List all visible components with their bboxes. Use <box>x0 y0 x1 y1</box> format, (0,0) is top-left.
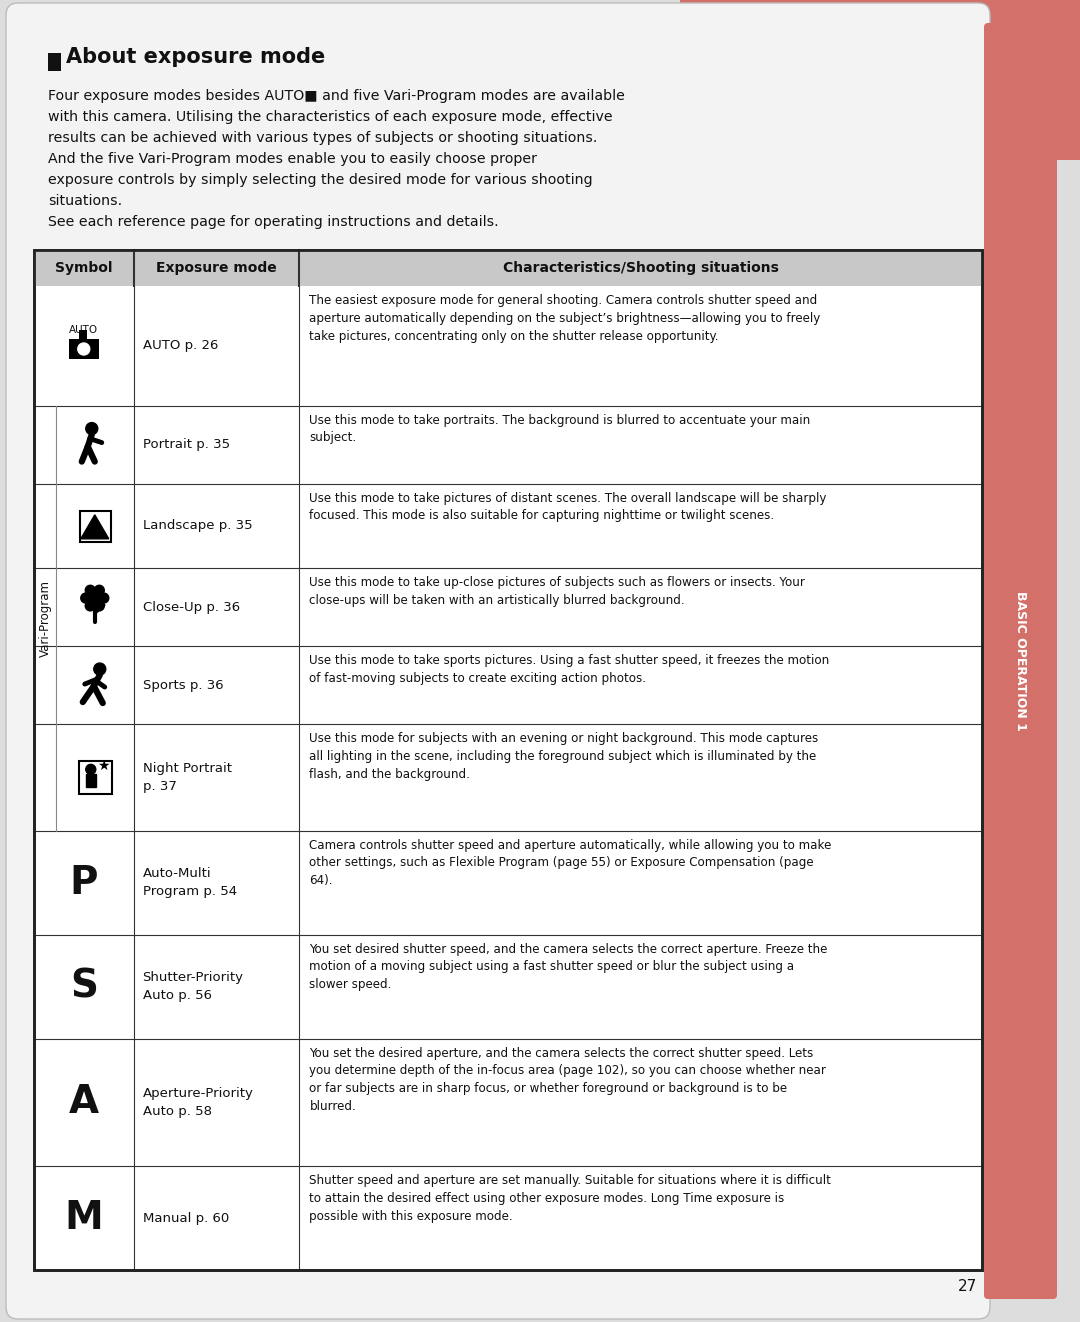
Text: Portrait p. 35: Portrait p. 35 <box>143 438 230 451</box>
Text: with this camera. Utilising the characteristics of each exposure mode, effective: with this camera. Utilising the characte… <box>48 110 612 124</box>
Circle shape <box>78 342 90 356</box>
Bar <box>48 53 60 71</box>
Text: Characteristics/Shooting situations: Characteristics/Shooting situations <box>503 260 779 275</box>
Text: Manual p. 60: Manual p. 60 <box>143 1211 229 1224</box>
Text: Use this mode to take sports pictures. Using a fast shutter speed, it freezes th: Use this mode to take sports pictures. U… <box>310 654 829 685</box>
Polygon shape <box>81 514 109 539</box>
Circle shape <box>85 764 96 775</box>
Text: Camera controls shutter speed and aperture automatically, while allowing you to : Camera controls shutter speed and apertu… <box>310 838 832 887</box>
Text: Night Portrait
p. 37: Night Portrait p. 37 <box>143 761 231 793</box>
Text: Aperture-Priority
Auto p. 58: Aperture-Priority Auto p. 58 <box>143 1087 254 1117</box>
Text: Auto-Multi
Program p. 54: Auto-Multi Program p. 54 <box>143 867 237 898</box>
Circle shape <box>85 586 95 595</box>
Circle shape <box>81 594 91 603</box>
Circle shape <box>94 664 106 676</box>
Text: Sports p. 36: Sports p. 36 <box>143 678 224 691</box>
Circle shape <box>94 602 105 611</box>
Text: ★: ★ <box>97 759 110 773</box>
Text: S: S <box>70 968 98 1006</box>
Text: AUTO p. 26: AUTO p. 26 <box>143 340 218 352</box>
Text: A: A <box>69 1083 99 1121</box>
Text: The easiest exposure mode for general shooting. Camera controls shutter speed an: The easiest exposure mode for general sh… <box>310 293 821 342</box>
Text: Landscape p. 35: Landscape p. 35 <box>143 520 252 533</box>
Circle shape <box>98 594 109 603</box>
Text: Four exposure modes besides AUTO■ and five Vari-Program modes are available: Four exposure modes besides AUTO■ and fi… <box>48 89 625 103</box>
Circle shape <box>85 602 95 611</box>
Text: You set desired shutter speed, and the camera selects the correct aperture. Free: You set desired shutter speed, and the c… <box>310 943 827 992</box>
Text: Shutter-Priority
Auto p. 56: Shutter-Priority Auto p. 56 <box>143 972 244 1002</box>
Text: And the five Vari-Program modes enable you to easily choose proper: And the five Vari-Program modes enable y… <box>48 152 537 167</box>
Text: You set the desired aperture, and the camera selects the correct shutter speed. : You set the desired aperture, and the ca… <box>310 1047 826 1113</box>
Text: AUTO: AUTO <box>69 325 98 334</box>
Circle shape <box>90 594 99 603</box>
FancyBboxPatch shape <box>984 22 1057 1300</box>
Text: exposure controls by simply selecting the desired mode for various shooting: exposure controls by simply selecting th… <box>48 173 593 186</box>
Bar <box>69 338 98 360</box>
Bar <box>80 510 111 542</box>
Text: situations.: situations. <box>48 194 122 208</box>
Text: Use this mode to take up-close pictures of subjects such as flowers or insects. : Use this mode to take up-close pictures … <box>310 576 806 607</box>
Bar <box>79 330 86 338</box>
Bar <box>33 250 982 286</box>
Bar <box>680 0 1080 160</box>
Bar <box>85 775 96 788</box>
FancyBboxPatch shape <box>6 3 990 1319</box>
Bar <box>33 250 982 1270</box>
Text: 27: 27 <box>958 1278 977 1294</box>
Bar <box>79 761 111 795</box>
Text: M: M <box>65 1199 104 1237</box>
Text: Close-Up p. 36: Close-Up p. 36 <box>143 600 240 613</box>
Text: Vari-Program: Vari-Program <box>39 579 52 657</box>
Text: BASIC OPERATION 1: BASIC OPERATION 1 <box>1014 591 1027 731</box>
Text: Symbol: Symbol <box>55 260 112 275</box>
Text: Use this mode for subjects with an evening or night background. This mode captur: Use this mode for subjects with an eveni… <box>310 732 819 781</box>
Text: P: P <box>69 863 98 902</box>
Circle shape <box>94 586 105 595</box>
Text: Exposure mode: Exposure mode <box>157 260 276 275</box>
Text: About exposure mode: About exposure mode <box>66 48 325 67</box>
Circle shape <box>85 423 98 435</box>
Text: Use this mode to take portraits. The background is blurred to accentuate your ma: Use this mode to take portraits. The bac… <box>310 414 811 444</box>
Text: See each reference page for operating instructions and details.: See each reference page for operating in… <box>48 215 499 229</box>
Text: Shutter speed and aperture are set manually. Suitable for situations where it is: Shutter speed and aperture are set manua… <box>310 1174 832 1223</box>
Text: results can be achieved with various types of subjects or shooting situations.: results can be achieved with various typ… <box>48 131 597 145</box>
Bar <box>33 250 982 1270</box>
Text: Use this mode to take pictures of distant scenes. The overall landscape will be : Use this mode to take pictures of distan… <box>310 492 827 522</box>
